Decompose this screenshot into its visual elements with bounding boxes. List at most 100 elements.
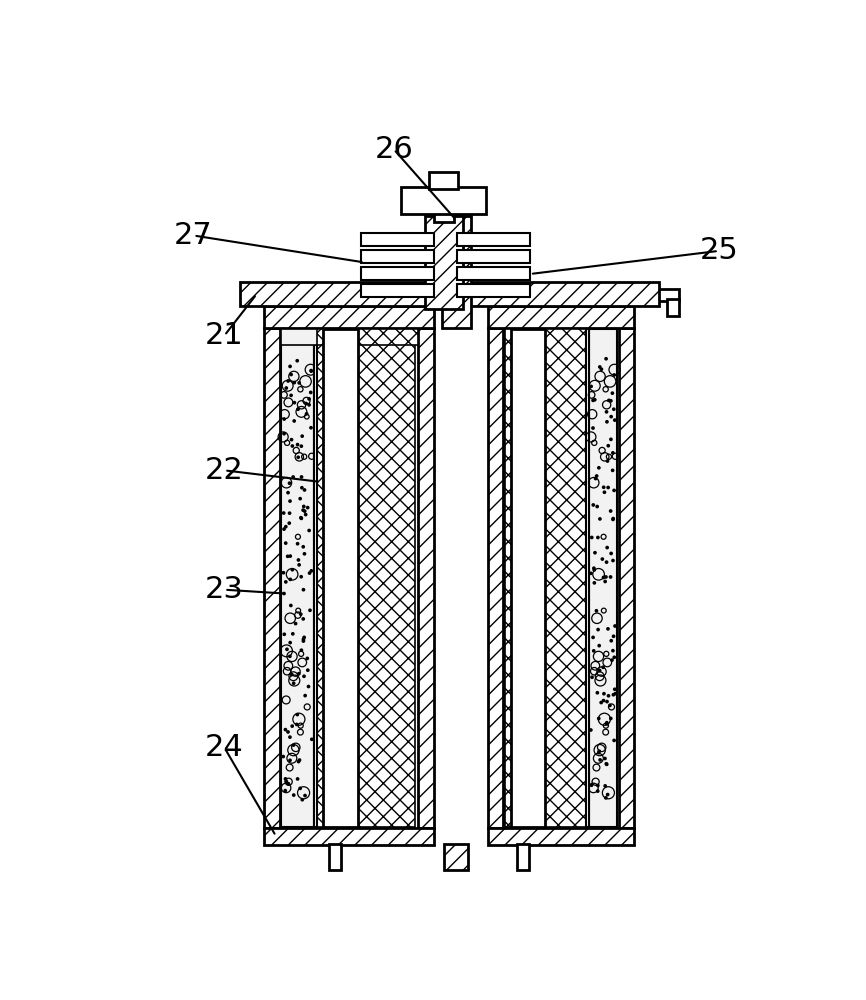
Text: 23: 23 [205, 575, 244, 604]
Circle shape [301, 487, 303, 489]
Circle shape [612, 518, 614, 521]
Circle shape [301, 435, 303, 437]
Circle shape [296, 543, 299, 545]
Bar [264, 328, 280, 828]
Circle shape [605, 763, 608, 765]
Circle shape [291, 725, 294, 727]
Bar [402, 187, 486, 214]
Circle shape [285, 542, 287, 544]
Circle shape [300, 613, 302, 615]
Circle shape [282, 755, 284, 758]
Circle shape [308, 398, 310, 400]
Circle shape [297, 760, 300, 763]
Circle shape [301, 649, 302, 651]
Circle shape [288, 655, 291, 657]
Circle shape [292, 476, 294, 478]
Bar [457, 250, 530, 263]
Bar [505, 329, 586, 827]
Bar [430, 172, 458, 189]
Circle shape [291, 569, 294, 571]
Circle shape [283, 433, 285, 435]
Bar [442, 216, 471, 328]
Circle shape [304, 510, 306, 512]
Circle shape [613, 656, 616, 658]
Circle shape [310, 370, 313, 372]
Circle shape [283, 592, 285, 595]
Circle shape [299, 787, 301, 789]
Circle shape [301, 476, 303, 478]
Circle shape [591, 427, 594, 429]
Circle shape [287, 492, 289, 494]
Circle shape [605, 358, 607, 360]
Circle shape [302, 618, 304, 620]
Circle shape [283, 633, 286, 635]
Circle shape [598, 750, 600, 752]
Text: 22: 22 [205, 456, 243, 485]
Circle shape [607, 486, 610, 489]
Circle shape [285, 581, 287, 583]
Circle shape [285, 780, 288, 783]
Circle shape [285, 387, 288, 389]
Circle shape [305, 402, 307, 405]
Circle shape [310, 570, 313, 572]
Circle shape [614, 692, 617, 695]
Circle shape [591, 676, 593, 678]
Circle shape [604, 757, 606, 760]
Bar [317, 329, 416, 827]
Circle shape [598, 669, 601, 672]
Bar [313, 329, 418, 345]
Circle shape [297, 408, 300, 410]
Circle shape [299, 498, 301, 500]
Circle shape [298, 673, 300, 675]
Circle shape [296, 778, 299, 780]
Circle shape [300, 576, 302, 578]
Circle shape [284, 789, 287, 792]
Circle shape [289, 641, 291, 644]
Circle shape [293, 381, 295, 384]
Circle shape [287, 731, 289, 733]
Circle shape [612, 635, 615, 637]
Circle shape [301, 445, 302, 447]
Circle shape [297, 456, 300, 458]
Circle shape [608, 399, 610, 402]
Circle shape [302, 509, 304, 511]
Circle shape [606, 700, 608, 703]
Circle shape [603, 576, 604, 579]
Bar [488, 328, 503, 828]
Circle shape [611, 640, 612, 642]
Circle shape [304, 694, 307, 697]
Bar [667, 299, 679, 316]
Circle shape [605, 722, 608, 724]
Circle shape [287, 555, 288, 557]
Circle shape [307, 685, 310, 688]
Circle shape [592, 650, 595, 652]
Circle shape [598, 645, 600, 647]
Circle shape [308, 572, 311, 574]
Circle shape [300, 517, 302, 519]
Circle shape [606, 421, 608, 423]
Circle shape [592, 636, 594, 639]
Bar [511, 329, 546, 827]
Circle shape [303, 489, 306, 491]
Circle shape [299, 759, 301, 761]
Circle shape [590, 572, 592, 574]
Circle shape [302, 546, 304, 548]
Bar [434, 212, 454, 222]
Circle shape [308, 529, 310, 532]
Circle shape [296, 360, 299, 362]
Circle shape [292, 633, 294, 635]
Circle shape [598, 752, 600, 754]
Circle shape [610, 576, 611, 578]
Circle shape [598, 467, 600, 469]
Circle shape [611, 659, 613, 661]
Circle shape [291, 673, 293, 676]
Circle shape [592, 567, 595, 569]
Circle shape [597, 536, 599, 539]
Circle shape [306, 657, 308, 660]
Circle shape [306, 413, 307, 415]
Bar [360, 250, 434, 263]
Circle shape [610, 552, 612, 555]
Bar [634, 289, 679, 301]
Circle shape [601, 558, 604, 560]
Circle shape [605, 561, 608, 563]
